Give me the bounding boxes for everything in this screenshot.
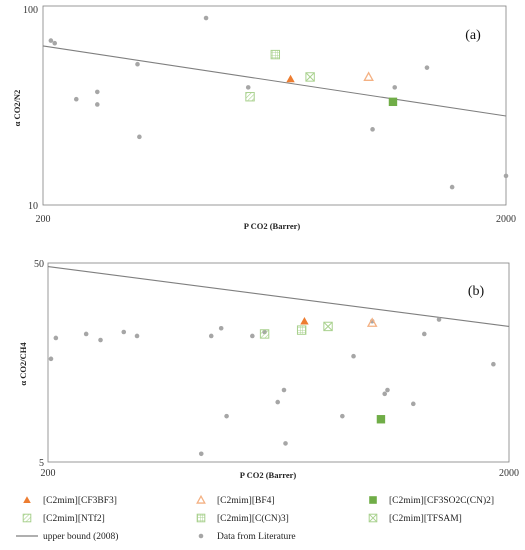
- marker-stroke: [305, 72, 315, 82]
- x-tick-label: 2000: [496, 214, 516, 225]
- legend-label-cf3so2c: [C2mim][CF3SO2C(CN)2]: [389, 495, 494, 506]
- literature-point: [94, 102, 100, 107]
- literature-point: [245, 85, 251, 90]
- point-bf4: [363, 71, 374, 81]
- literature-point: [283, 441, 288, 446]
- legend-marker-ccn3: [196, 513, 206, 523]
- legend-label-upper_bound: upper bound (2008): [43, 531, 118, 542]
- literature-point: [224, 413, 229, 419]
- literature-point: [135, 61, 140, 67]
- legend-item-cf3bf3: [C2mim][CF3BF3]: [23, 496, 117, 506]
- panel-b: (b) 50 5 200 2000 P CO2 (Barrer) α CO2/C…: [18, 259, 519, 480]
- point-cf3bf3: [300, 316, 309, 325]
- x-tick-label: 2000: [499, 468, 519, 479]
- panel-a: (a) 100 10 200 2000 P CO2 (Barrer) α CO2…: [12, 5, 516, 231]
- y-tick-label: 5: [39, 458, 44, 469]
- legend-label-bf4: [C2mim][BF4]: [217, 496, 275, 506]
- legend-item-bf4: [C2mim][BF4]: [196, 494, 275, 506]
- literature-point: [208, 333, 214, 339]
- literature-point: [121, 329, 127, 335]
- literature-point: [53, 335, 59, 341]
- legend-marker-ntf2: [22, 513, 32, 523]
- literature-point: [250, 333, 255, 339]
- point-ccn3: [296, 325, 307, 335]
- literature-point: [52, 40, 58, 46]
- legend-item-cf3so2c: [C2mim][CF3SO2C(CN)2]: [369, 495, 494, 506]
- literature-point: [275, 399, 281, 405]
- point-cf3so2c: [376, 415, 386, 424]
- literature-point: [392, 85, 398, 90]
- y-tick-label: 50: [34, 259, 44, 270]
- literature-point: [351, 353, 356, 359]
- x-axis-label: P CO2 (Barrer): [244, 221, 301, 231]
- legend-item-ntf2: [C2mim][NTf2]: [22, 513, 105, 524]
- literature-point: [410, 401, 416, 407]
- literature-point: [491, 361, 496, 367]
- point-cf3bf3: [286, 74, 295, 83]
- upper-bound-line: [47, 265, 510, 327]
- literature-point: [370, 127, 375, 132]
- literature-point: [385, 387, 390, 393]
- legend-marker-cf3bf3: [23, 496, 31, 504]
- x-tick-label: 200: [36, 214, 51, 225]
- marker-stroke: [368, 513, 378, 523]
- legend-marker-bf4: [196, 494, 206, 504]
- literature-point: [382, 391, 388, 397]
- point-tfsam: [323, 321, 333, 332]
- literature-point: [94, 89, 100, 95]
- literature-point: [198, 451, 204, 457]
- legend-label-literature: Data from Literature: [217, 531, 296, 542]
- plot-area-a: [42, 5, 507, 206]
- literature-point: [340, 413, 345, 419]
- literature-point: [424, 65, 430, 70]
- upper-bound-line: [42, 45, 507, 117]
- panel-label-a: (a): [465, 28, 481, 43]
- legend: [C2mim][CF3BF3] [C2mim][BF4] [C2mim][CF3SO…: [16, 494, 494, 542]
- legend-label-tfsam: [C2mim][TFSAM]: [389, 514, 462, 524]
- marker-stroke: [323, 321, 333, 331]
- x-tick-label: 200: [41, 468, 56, 479]
- literature-point: [137, 134, 142, 140]
- x-axis-label: P CO2 (Barrer): [240, 470, 297, 480]
- point-ccn3: [270, 49, 281, 60]
- literature-point: [134, 333, 140, 339]
- literature-point: [436, 317, 442, 322]
- marks-b: [47, 265, 510, 457]
- plot-area-b: [47, 262, 510, 463]
- legend-marker-literature: [198, 533, 204, 539]
- literature-point: [503, 173, 509, 179]
- legend-marker-tfsam: [368, 513, 378, 523]
- literature-point: [48, 356, 54, 362]
- legend-item-upper_bound: upper bound (2008): [16, 531, 118, 542]
- literature-point: [48, 38, 54, 43]
- literature-point: [203, 15, 209, 21]
- y-tick-label: 10: [28, 201, 38, 212]
- legend-item-ccn3: [C2mim][C(CN)3]: [196, 513, 289, 524]
- literature-point: [83, 331, 89, 337]
- legend-label-ccn3: [C2mim][C(CN)3]: [217, 513, 289, 524]
- legend-marker-cf3so2c: [369, 496, 377, 504]
- marks-a: [42, 15, 509, 190]
- legend-label-ntf2: [C2mim][NTf2]: [43, 513, 105, 524]
- literature-point: [98, 337, 103, 343]
- literature-point: [281, 387, 287, 393]
- y-tick-label: 100: [23, 5, 38, 16]
- point-bf4: [366, 317, 378, 327]
- literature-point: [73, 96, 79, 102]
- y-axis-label: α CO2/N2: [12, 90, 22, 127]
- y-axis-label: α CO2/CH4: [18, 342, 28, 386]
- panel-label-b: (b): [468, 284, 485, 299]
- literature-point: [218, 325, 224, 331]
- literature-point: [449, 184, 455, 190]
- point-ntf2: [259, 329, 270, 339]
- literature-point: [421, 331, 427, 337]
- legend-item-tfsam: [C2mim][TFSAM]: [368, 513, 462, 524]
- point-tfsam: [305, 72, 315, 82]
- legend-label-cf3bf3: [C2mim][CF3BF3]: [43, 496, 117, 506]
- point-ntf2: [245, 92, 255, 102]
- point-cf3so2c: [388, 97, 398, 107]
- legend-item-literature: Data from Literature: [198, 531, 296, 542]
